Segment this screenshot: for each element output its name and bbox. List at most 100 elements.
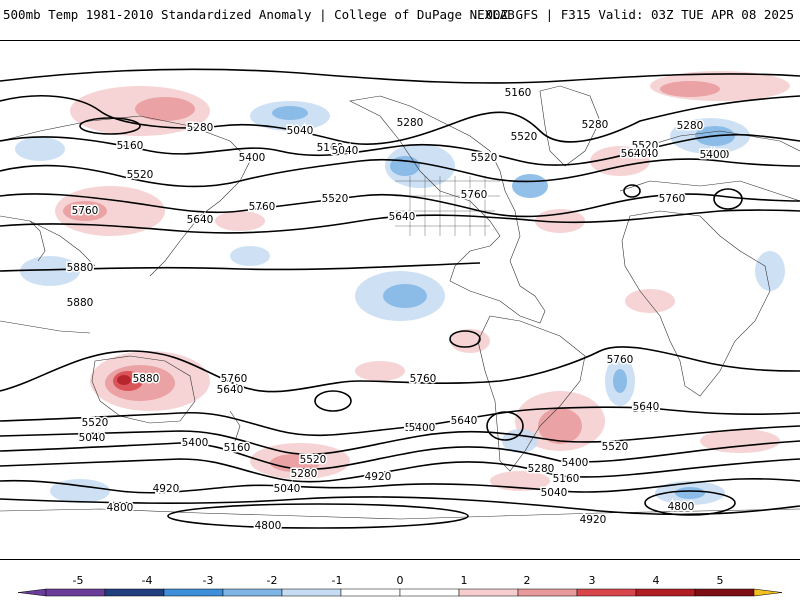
contour-labels: 5160516051605160528052805280528050405040…	[65, 41, 731, 534]
us-state-borders	[395, 176, 500, 236]
cool-anomaly-patch	[512, 174, 548, 198]
warm-anomaly-patch	[63, 201, 107, 221]
colorbar-swatch	[576, 588, 637, 597]
contour-label: 4800	[668, 501, 695, 513]
header: 500mb Temp 1981-2010 Standardized Anomal…	[0, 0, 800, 40]
contour-label: 5520	[511, 131, 538, 143]
cool-anomaly-patch	[272, 106, 308, 120]
contour-label: 5760	[410, 373, 437, 385]
cool-anomaly-patch	[15, 137, 65, 161]
contour-label: 4920	[580, 514, 607, 526]
warm-anomaly-patch	[625, 289, 675, 313]
contour-label: 5280	[187, 122, 214, 134]
contour-label: 5280	[582, 119, 609, 131]
contour-label: 5520	[82, 417, 109, 429]
colorbar-tick-label: 1	[461, 574, 468, 587]
contour-label: 5040	[541, 487, 568, 499]
contour-label: 5400	[700, 149, 727, 161]
cool-anomaly-patch	[20, 256, 80, 286]
contour-label: 5400	[182, 437, 209, 449]
contour-label: 5520	[322, 193, 349, 205]
cool-anomaly-patch	[390, 156, 420, 176]
colorbar-tick-label: 4	[653, 574, 660, 587]
colorbar-max-arrow	[753, 588, 783, 597]
warm-anomaly-patch	[55, 186, 165, 236]
anomaly-map: 5160516051605160528052805280528050405040…	[0, 41, 800, 534]
contour-label: 5400	[703, 149, 730, 161]
colorbar-tick-label: 0	[397, 574, 404, 587]
contour-label: 5520	[632, 140, 659, 152]
colorbar-min-arrow	[17, 588, 47, 597]
anomaly-shading	[15, 71, 790, 505]
contour-label: 5400	[405, 422, 432, 434]
colorbar-tick-label: -1	[332, 574, 343, 587]
contour-label: 5880	[67, 297, 94, 309]
cool-anomaly-patch	[675, 487, 705, 499]
contour-label: 5520	[127, 169, 154, 181]
colorbar-swatch	[517, 588, 578, 597]
colorbar-swatch	[104, 588, 165, 597]
colorbar-swatch	[222, 588, 283, 597]
contour-label: 5040	[287, 125, 314, 137]
colorbar-swatch	[399, 588, 460, 597]
colorbar-tick-label: -5	[73, 574, 84, 587]
contour-label: 5760	[249, 201, 276, 213]
contour-label: 5640	[389, 211, 416, 223]
colorbar-tick-label: 5	[717, 574, 724, 587]
contour-label: 5760	[72, 205, 99, 217]
map-title: 500mb Temp 1981-2010 Standardized Anomal…	[3, 7, 515, 22]
warm-anomaly-patch	[215, 211, 265, 231]
cool-anomaly-patch	[50, 479, 110, 503]
contour-label: 5160	[505, 87, 532, 99]
coastlines	[0, 85, 800, 520]
map-panel: 5160516051605160528052805280528050405040…	[0, 40, 800, 560]
contour-label: 5400	[239, 152, 266, 164]
warm-anomaly-patch	[660, 81, 720, 97]
warm-anomaly-patch	[700, 429, 780, 453]
colorbar-tick-labels: -5 -4 -3 -2 -1 0 1 2 3 4 5	[73, 574, 724, 587]
colorbar-graphic: -5 -4 -3 -2 -1 0 1 2 3 4 5	[17, 574, 783, 597]
colorbar-swatch	[694, 588, 755, 597]
colorbar-tick-label: -4	[142, 574, 153, 587]
contour-label: 5880	[67, 262, 94, 274]
contour-label: 5520	[300, 454, 327, 466]
contour-label: 4920	[153, 483, 180, 495]
contour-label: 5640	[633, 401, 660, 413]
contour-label: 5520	[602, 441, 629, 453]
colorbar-swatches	[17, 588, 783, 597]
contour-label: 5040	[332, 145, 359, 157]
contour-label: 5280	[677, 120, 704, 132]
colorbar-swatch	[281, 588, 342, 597]
colorbar-tick-label: -3	[203, 574, 214, 587]
colorbar-swatch	[635, 588, 696, 597]
cool-anomaly-patch	[613, 369, 627, 393]
contour-label: 5400	[562, 457, 589, 469]
contour-label: 5040	[274, 483, 301, 495]
contour-label: 5760	[659, 193, 686, 205]
contour-label: 5400	[472, 152, 499, 164]
cool-anomaly-patch	[230, 246, 270, 266]
contour-label: 5280	[528, 463, 555, 475]
contour-label: 5640	[217, 384, 244, 396]
colorbar-swatch	[458, 588, 519, 597]
contour-label: 5160	[553, 473, 580, 485]
colorbar-swatch	[45, 588, 106, 597]
contour-label: 5400	[409, 422, 436, 434]
contour-label: 5640	[187, 214, 214, 226]
contour-label: 5640	[621, 148, 648, 160]
warm-anomaly-patch	[270, 454, 320, 472]
contour-label: 5760	[221, 373, 248, 385]
contour-label: 5760	[607, 354, 634, 366]
colorbar: -5 -4 -3 -2 -1 0 1 2 3 4 5	[0, 572, 800, 600]
colorbar-swatch	[340, 588, 401, 597]
warm-anomaly-patch	[590, 146, 650, 176]
contour-label: 5640	[451, 415, 478, 427]
colorbar-tick-label: -2	[267, 574, 278, 587]
contour-label: 5280	[291, 468, 318, 480]
cool-anomaly-patch	[755, 251, 785, 291]
contour-label: 5640	[633, 403, 660, 415]
colorbar-tick-label: 3	[589, 574, 596, 587]
contour-label: 5160	[317, 142, 344, 154]
warm-anomaly-patch	[355, 361, 405, 381]
contour-label: 5880	[133, 373, 160, 385]
